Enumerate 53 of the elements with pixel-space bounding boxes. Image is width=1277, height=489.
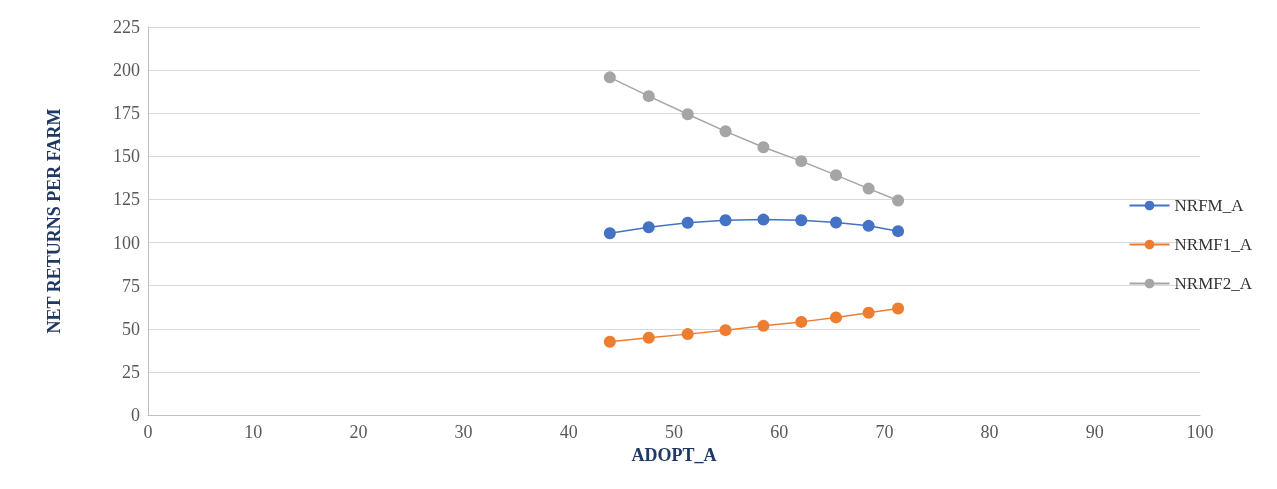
point — [892, 302, 905, 315]
x-tick-label: 60 — [770, 422, 789, 442]
point — [603, 71, 616, 84]
point — [603, 335, 616, 348]
y-tick-label: 125 — [113, 189, 140, 210]
point — [757, 141, 770, 154]
point — [862, 219, 875, 232]
x-tick-label: 100 — [1186, 422, 1214, 442]
y-tick-label: 175 — [113, 103, 140, 124]
point — [681, 108, 694, 121]
y-tick-label: 225 — [113, 17, 140, 37]
y-tick-label: 200 — [113, 60, 140, 81]
point — [681, 216, 694, 229]
y-tick-label: 0 — [131, 405, 140, 425]
point — [892, 225, 905, 238]
y-tick-label: 75 — [122, 275, 140, 296]
point — [757, 319, 770, 332]
y-tick-label: 25 — [122, 361, 140, 382]
y-tick-label: 100 — [113, 232, 140, 253]
point — [642, 221, 655, 234]
point — [830, 169, 843, 182]
x-tick-label: 20 — [349, 422, 368, 442]
x-tick-label: 80 — [980, 422, 999, 442]
point — [757, 213, 770, 226]
y-axis-title: NET RETURNS PER FARM — [44, 108, 64, 334]
x-tick-label: 50 — [665, 422, 683, 442]
x-tick-label: 10 — [244, 422, 263, 442]
point — [892, 194, 905, 207]
point — [603, 227, 616, 240]
point — [719, 324, 732, 337]
x-tick-label: 90 — [1085, 422, 1104, 442]
point — [719, 214, 732, 227]
point — [719, 125, 732, 138]
x-tick-label: 70 — [875, 422, 894, 442]
legend-label: NRMF1_A — [1174, 235, 1253, 254]
y-tick-label: 150 — [113, 146, 140, 167]
point — [642, 90, 655, 103]
point — [642, 331, 655, 344]
y-tick-label: 50 — [122, 318, 140, 339]
point — [862, 182, 875, 195]
x-tick-label: 0 — [143, 422, 153, 442]
x-tick-label: 30 — [454, 422, 473, 442]
point — [795, 155, 808, 168]
x-axis-title: ADOPT_A — [631, 444, 717, 465]
point — [795, 214, 808, 227]
x-tick-label: 40 — [559, 422, 578, 442]
point — [681, 328, 694, 341]
legend-label: NRMF2_A — [1174, 274, 1253, 293]
point — [830, 216, 843, 229]
point — [830, 311, 843, 324]
point — [862, 306, 875, 319]
legend-label: NRFM_A — [1174, 196, 1245, 215]
point — [795, 315, 808, 328]
